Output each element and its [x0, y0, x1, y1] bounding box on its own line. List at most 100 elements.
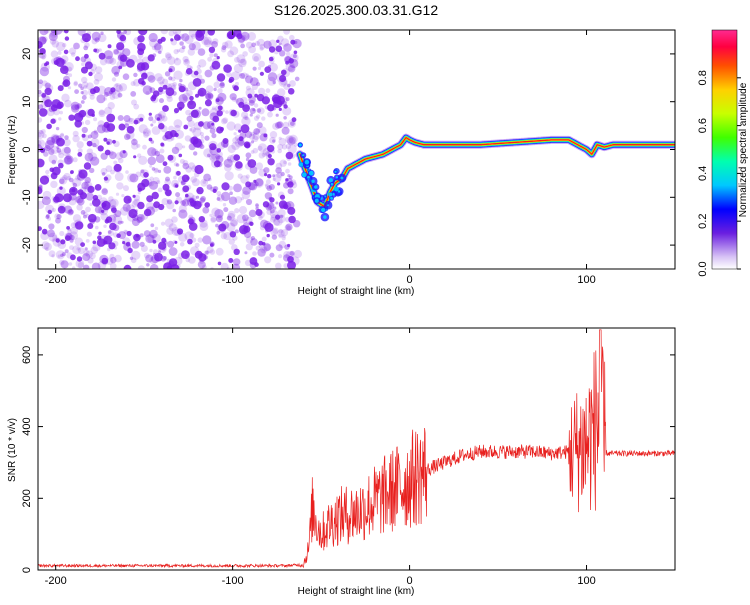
noise-blob — [98, 52, 106, 60]
noise-blob — [157, 76, 165, 85]
noise-blob — [265, 88, 271, 94]
noise-blob — [112, 48, 120, 56]
noise-blob — [275, 167, 282, 174]
noise-blob — [184, 195, 192, 202]
noise-blob — [84, 176, 91, 184]
noise-blob — [149, 38, 159, 48]
noise-blob — [46, 123, 52, 130]
noise-blob — [228, 185, 233, 191]
noise-blob — [68, 197, 77, 206]
noise-blob — [266, 233, 270, 238]
noise-blob — [158, 250, 161, 254]
noise-blob — [70, 222, 77, 228]
noise-blob — [251, 83, 258, 91]
noise-blob — [97, 260, 107, 269]
noise-blob — [107, 247, 111, 252]
noise-blob — [180, 181, 186, 186]
noise-blob — [215, 215, 223, 223]
noise-blob — [215, 154, 221, 160]
noise-blob — [285, 151, 294, 160]
noise-blob — [278, 254, 283, 259]
noise-blob — [69, 47, 77, 55]
noise-blob — [181, 199, 190, 207]
noise-blob — [86, 231, 92, 237]
noise-blob — [217, 105, 223, 111]
noise-blob — [116, 182, 124, 190]
noise-blob — [109, 94, 116, 100]
snr-x-tick-label: 0 — [407, 575, 413, 587]
noise-blob — [244, 142, 251, 149]
noise-blob — [255, 206, 259, 211]
noise-blob — [200, 135, 205, 139]
noise-blob — [54, 193, 64, 203]
noise-blob — [178, 252, 185, 260]
noise-blob — [255, 209, 263, 216]
snr-line — [38, 329, 675, 569]
noise-blob — [233, 248, 240, 255]
noise-blob — [83, 249, 90, 257]
noise-blob — [209, 146, 219, 156]
ridge-blob-core — [302, 154, 305, 157]
noise-blob — [182, 162, 190, 170]
noise-blob — [202, 180, 207, 184]
noise-blob — [160, 221, 166, 226]
noise-blob — [272, 227, 279, 234]
noise-blob — [245, 75, 253, 84]
noise-blob — [89, 167, 95, 174]
noise-blob — [184, 35, 194, 45]
noise-blob — [173, 119, 183, 128]
noise-blob — [97, 33, 107, 43]
noise-blob — [178, 153, 183, 158]
noise-blob — [41, 80, 48, 87]
noise-blob — [217, 261, 222, 266]
noise-blob — [270, 214, 278, 221]
noise-blob — [97, 206, 106, 215]
noise-blob — [197, 48, 206, 56]
noise-blob — [58, 162, 64, 169]
noise-blob — [130, 91, 137, 97]
noise-blob — [196, 201, 203, 208]
noise-blob — [204, 99, 212, 107]
noise-blob — [49, 167, 55, 173]
noise-blob — [238, 58, 247, 68]
noise-blob — [110, 198, 119, 208]
noise-blob — [250, 150, 255, 154]
noise-blob — [55, 217, 61, 224]
noise-blob — [137, 30, 144, 35]
noise-blob — [207, 30, 215, 36]
noise-blob — [130, 81, 136, 87]
noise-blob — [111, 65, 121, 75]
noise-blob — [258, 126, 267, 135]
noise-blob — [233, 258, 241, 266]
noise-blob — [280, 229, 289, 237]
noise-blob — [240, 124, 250, 134]
noise-blob — [166, 265, 172, 269]
noise-blob — [287, 144, 297, 154]
noise-blob — [281, 236, 286, 241]
noise-blob — [137, 265, 145, 269]
noise-blob — [68, 262, 73, 266]
noise-blob — [77, 197, 85, 206]
noise-blob — [51, 207, 56, 213]
noise-blob — [170, 85, 176, 90]
noise-blob — [198, 106, 202, 110]
noise-blob — [176, 49, 181, 53]
noise-blob — [194, 250, 203, 259]
noise-blob — [99, 197, 108, 205]
noise-blob — [209, 186, 215, 192]
noise-blob — [244, 251, 248, 255]
noise-blob — [213, 81, 221, 89]
noise-blob — [237, 173, 243, 179]
noise-blob — [84, 247, 88, 251]
noise-blob — [131, 200, 139, 208]
noise-blob — [90, 246, 99, 254]
noise-blob — [40, 149, 45, 154]
noise-blob — [94, 184, 102, 191]
noise-blob — [76, 141, 84, 149]
noise-blob — [167, 199, 173, 205]
noise-blob — [263, 243, 272, 251]
noise-blob — [263, 167, 270, 174]
noise-blob — [70, 101, 80, 111]
noise-blob — [204, 135, 210, 141]
noise-blob — [205, 92, 214, 101]
